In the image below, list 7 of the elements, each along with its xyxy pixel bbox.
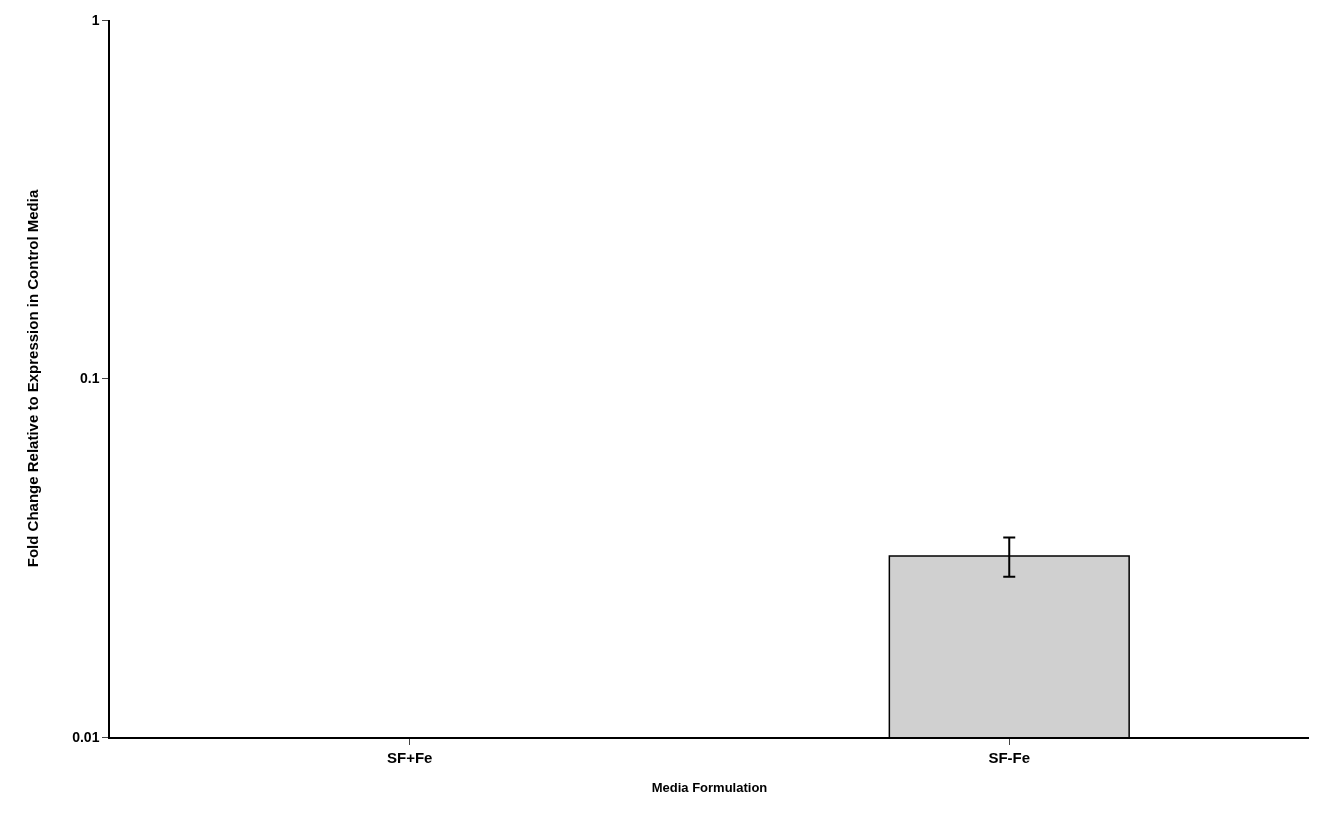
y-tick-label: 0.1 — [79, 370, 100, 387]
x-axis-title: Media Formulation — [651, 779, 768, 795]
y-tick-label: 1 — [91, 11, 100, 28]
y-tick-label: 0.01 — [72, 728, 100, 745]
y-axis-title: Fold Change Relative to Expression in Control Media — [23, 189, 41, 568]
x-tick-label: SF+Fe — [387, 748, 433, 766]
x-tick-label: SF-Fe — [988, 748, 1031, 766]
